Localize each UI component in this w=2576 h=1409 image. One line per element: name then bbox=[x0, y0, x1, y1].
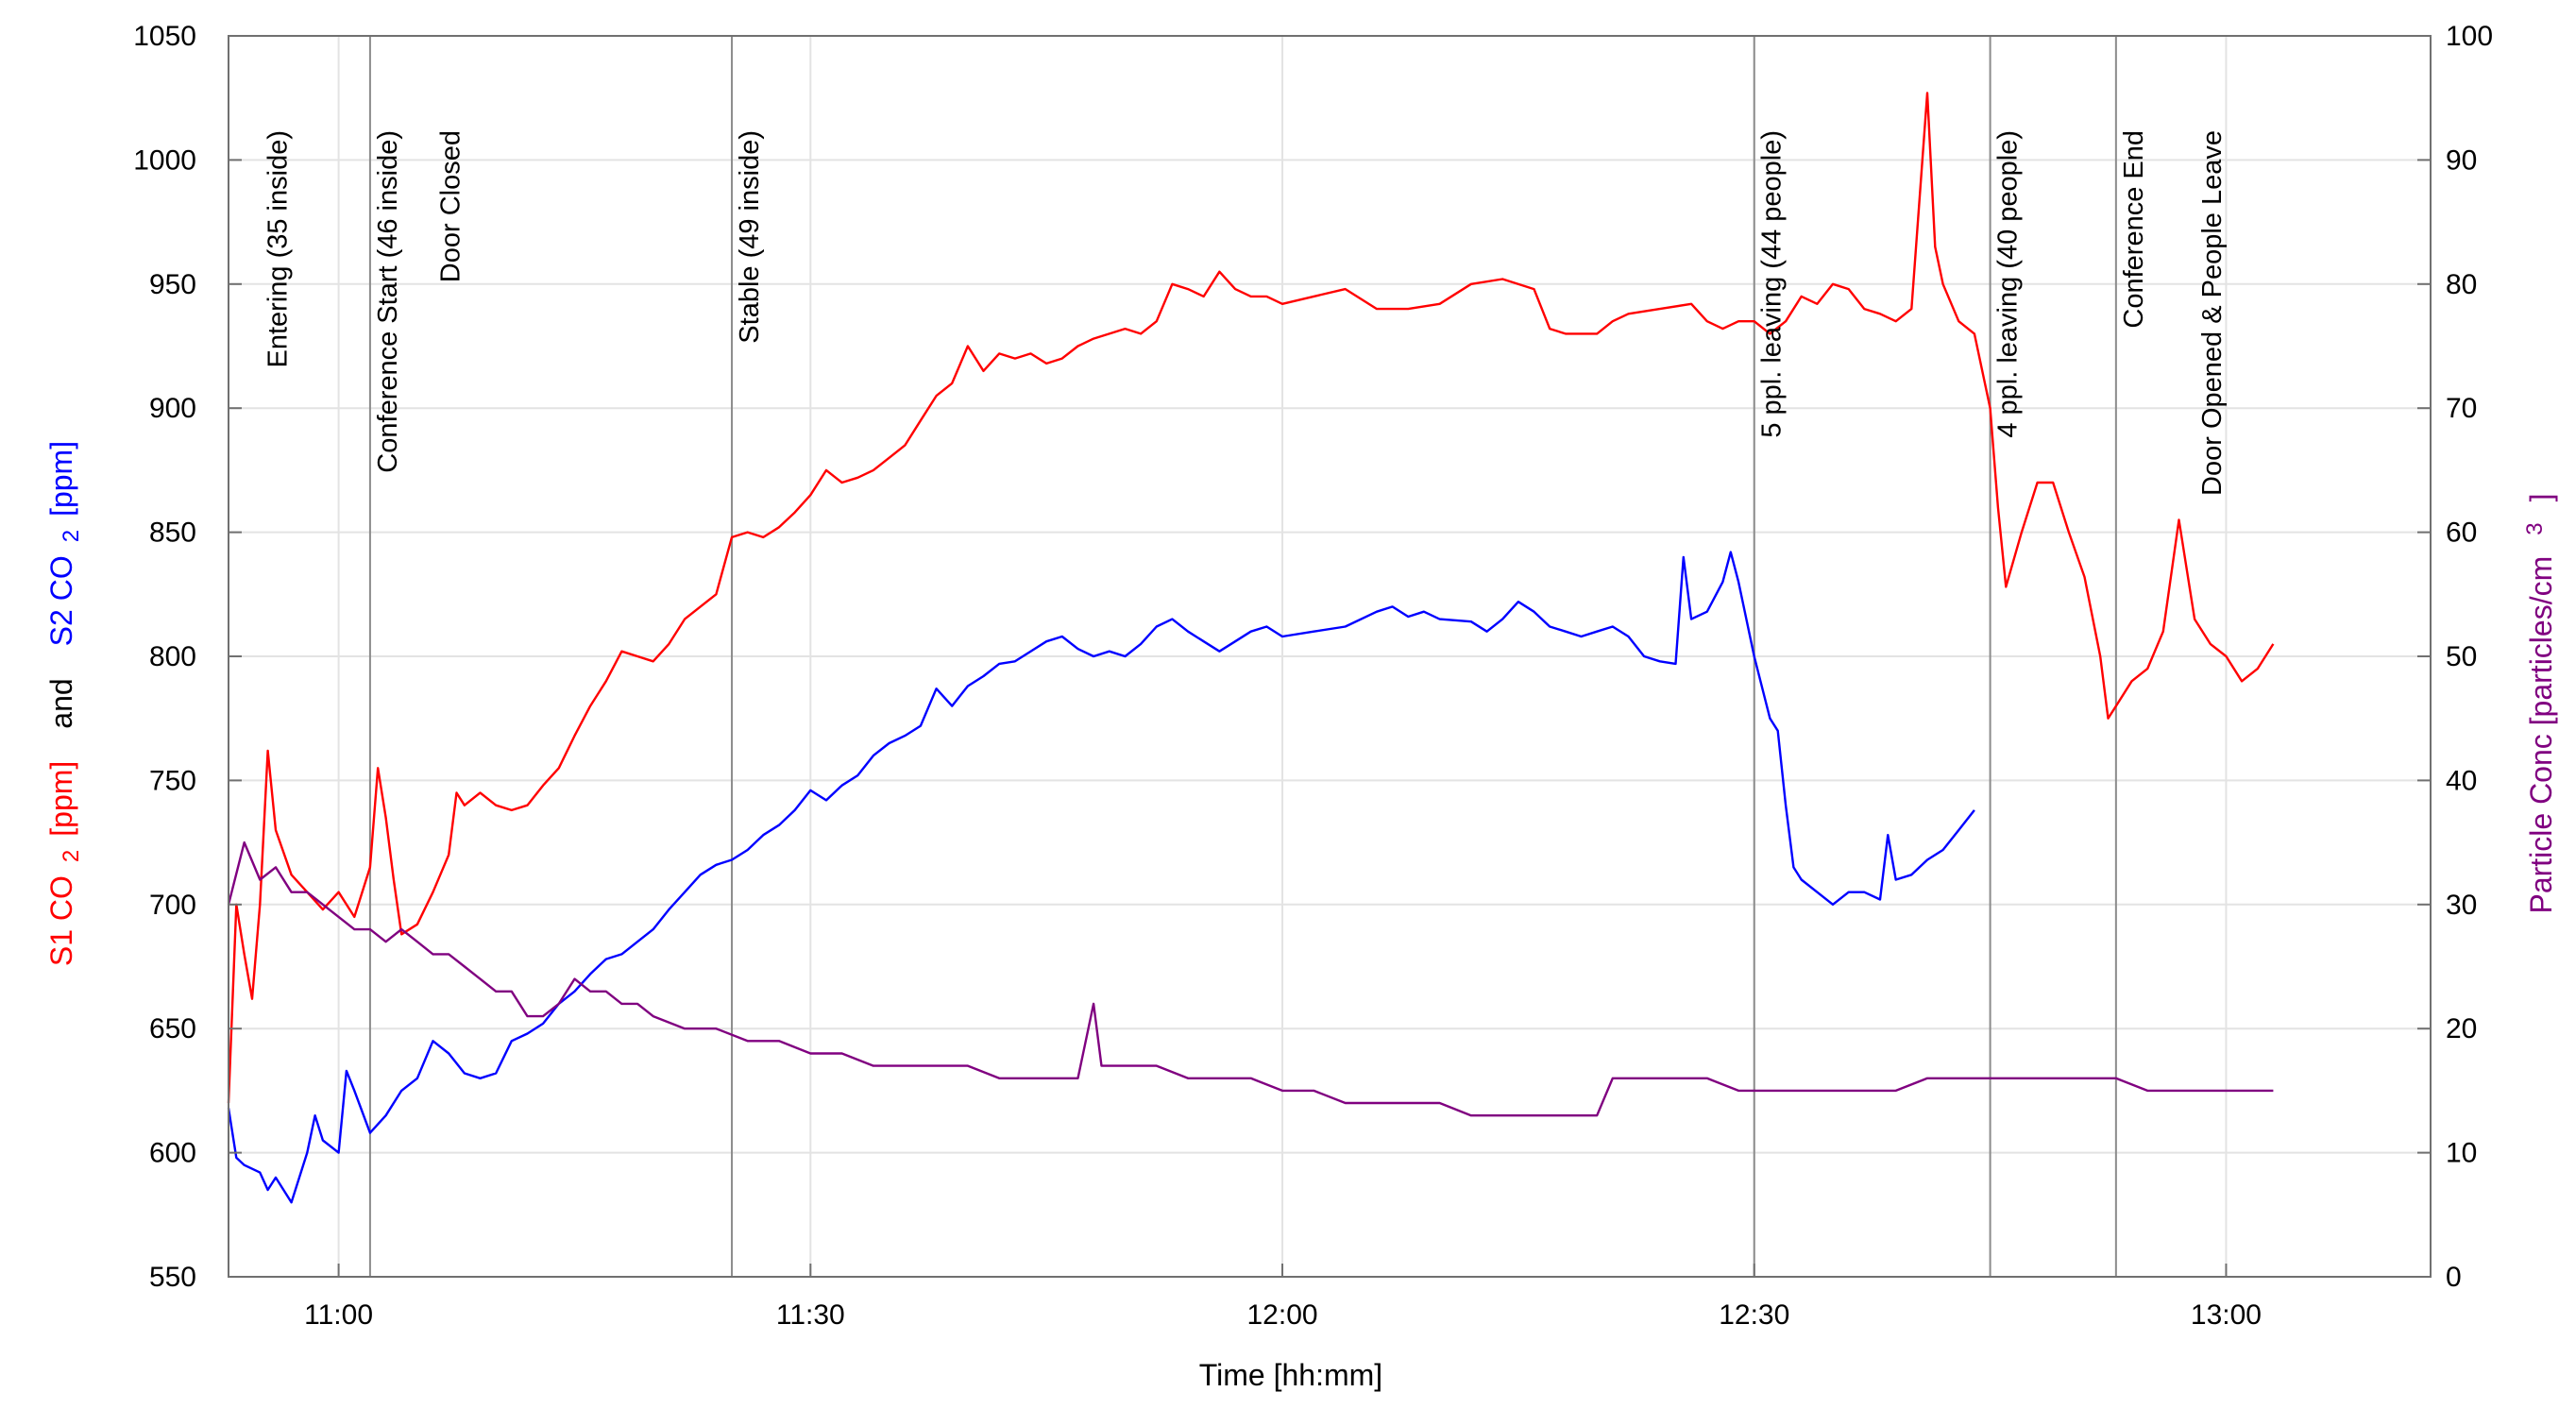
event-label: Door Closed bbox=[436, 130, 466, 282]
tick-label-right: 60 bbox=[2446, 518, 2477, 549]
tick-label-right: 10 bbox=[2446, 1138, 2477, 1169]
tick-label-right: 40 bbox=[2446, 765, 2477, 796]
tick-label-left: 1050 bbox=[133, 21, 196, 52]
tick-label-left: 650 bbox=[149, 1013, 196, 1044]
y-axis-title-right: Particle Conc [particles/cm 3] bbox=[2522, 493, 2558, 913]
tick-label-x: 11:30 bbox=[776, 1299, 845, 1331]
tick-label-left: 1000 bbox=[133, 144, 196, 176]
tick-label-x: 12:30 bbox=[1719, 1299, 1789, 1331]
event-label: Door Opened & People Leave bbox=[2197, 130, 2228, 496]
y-axis-title-left-part: [ppm] bbox=[44, 761, 78, 837]
tick-label-right: 30 bbox=[2446, 890, 2477, 921]
tick-label-right: 70 bbox=[2446, 393, 2477, 424]
event-label: Entering (35 inside) bbox=[263, 130, 293, 367]
series-line-particles bbox=[227, 840, 2274, 1117]
y-axis-title-right-part: Particle Conc [particles/cm bbox=[2524, 556, 2558, 914]
tick-label-right: 20 bbox=[2446, 1013, 2477, 1044]
y-axis-title-left-part: S1 CO bbox=[44, 875, 78, 966]
tick-label-right: 100 bbox=[2446, 21, 2493, 52]
tick-label-right: 80 bbox=[2446, 269, 2477, 300]
tick-label-right: 90 bbox=[2446, 144, 2477, 176]
tick-label-x: 11:00 bbox=[304, 1299, 373, 1331]
tick-label-right: 0 bbox=[2446, 1262, 2462, 1293]
tick-label-left: 950 bbox=[149, 269, 196, 300]
y-axis-title-left-part: 2 bbox=[59, 850, 84, 862]
event-labels: Entering (35 inside) Conference Start (46… bbox=[263, 130, 2228, 496]
tick-label-x: 13:00 bbox=[2191, 1299, 2262, 1331]
tick-label-left: 750 bbox=[149, 765, 196, 796]
y-axis-title-left: S1 CO 2 [ppm] and S2 CO 2 [ppm] bbox=[44, 441, 84, 966]
series-group bbox=[227, 92, 2275, 1204]
event-label: Conference Start (46 inside) bbox=[373, 130, 403, 473]
x-ticks: 11:00 11:30 12:00 12:30 13:00 bbox=[304, 1264, 2262, 1331]
y-axis-title-right-part: ] bbox=[2524, 493, 2558, 501]
tick-label-left: 600 bbox=[149, 1138, 196, 1169]
y-axis-title-left-part: 2 bbox=[59, 530, 84, 542]
tick-label-left: 550 bbox=[149, 1262, 196, 1293]
tick-label-right: 50 bbox=[2446, 641, 2477, 672]
tick-label-left: 900 bbox=[149, 393, 196, 424]
event-label: Stable (49 inside) bbox=[735, 130, 765, 344]
series-line-s1 bbox=[227, 92, 2275, 1104]
y-axis-title-left-part: and bbox=[44, 678, 78, 728]
tick-label-x: 12:00 bbox=[1246, 1299, 1317, 1331]
tick-label-left: 850 bbox=[149, 518, 196, 549]
y-axis-title-right-part: 3 bbox=[2522, 522, 2548, 535]
y-axis-title-left-part: S2 CO bbox=[44, 555, 78, 646]
y-ticks-left: 550 600 650 700 750 800 850 900 950 1000 1050 bbox=[133, 21, 242, 1293]
x-axis-title: Time [hh:mm] bbox=[1199, 1358, 1382, 1392]
series-line-s2 bbox=[227, 551, 1975, 1204]
tick-label-left: 700 bbox=[149, 890, 196, 921]
y-axis-title-left-part: [ppm] bbox=[44, 441, 78, 517]
event-label: Conference End bbox=[2119, 130, 2149, 329]
event-label: 4 ppl. leaving (40 people) bbox=[1993, 130, 2024, 438]
event-label: 5 ppl. leaving (44 people) bbox=[1757, 130, 1788, 438]
y-ticks-right: 0 10 20 30 40 50 60 70 80 90 100 bbox=[2417, 21, 2493, 1293]
tick-label-left: 800 bbox=[149, 641, 196, 672]
